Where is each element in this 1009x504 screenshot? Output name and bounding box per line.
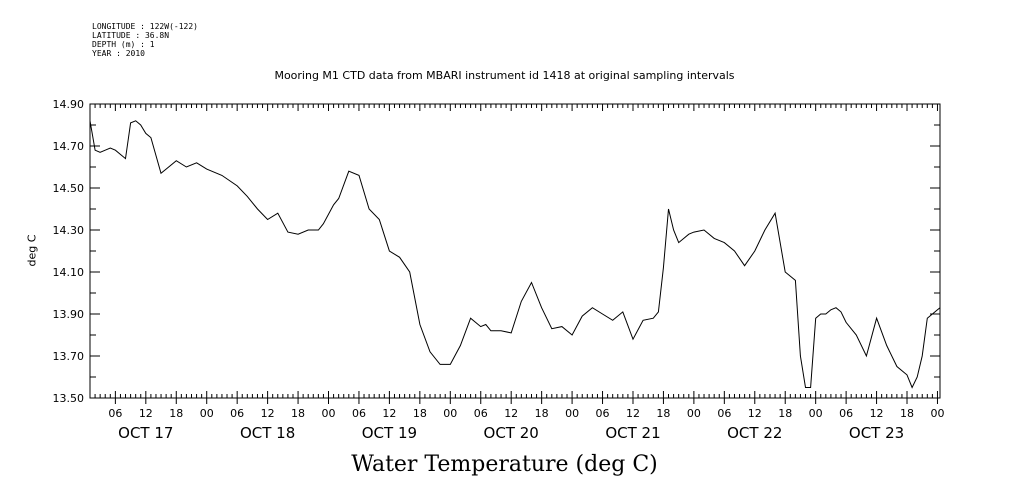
x-hour-label: 00 (930, 407, 944, 420)
y-tick-label: 14.50 (53, 182, 85, 195)
x-hour-label: 12 (748, 407, 762, 420)
x-hour-label: 06 (230, 407, 244, 420)
x-hour-label: 06 (108, 407, 122, 420)
x-axis-caption: Water Temperature (deg C) (351, 452, 658, 477)
x-hour-label: 12 (139, 407, 153, 420)
x-day-label: OCT 19 (362, 424, 417, 442)
x-hour-label: 00 (687, 407, 701, 420)
x-hour-label: 12 (382, 407, 396, 420)
meta-latitude: LATITUDE : 36.8N (92, 31, 170, 40)
meta-longitude: LONGITUDE : 122W(-122) (92, 22, 198, 31)
x-hour-label: 00 (443, 407, 457, 420)
x-hour-label: 00 (565, 407, 579, 420)
x-day-label: OCT 22 (727, 424, 782, 442)
x-axis: 06 12 18 00 06 12 18 00 06 12 18 00 06 12 18 00 06 12 18 00… (89, 104, 944, 442)
x-hour-label: 12 (870, 407, 884, 420)
x-hour-label: 12 (261, 407, 275, 420)
x-hour-label: 18 (535, 407, 549, 420)
chart-title: Mooring M1 CTD data from MBARI instrumen… (274, 69, 735, 82)
y-tick-label: 13.90 (53, 308, 85, 321)
y-tick-label: 14.90 (53, 98, 85, 111)
x-hour-label: 00 (200, 407, 214, 420)
meta-depth: DEPTH (m) : 1 (92, 40, 155, 49)
y-tick-label: 14.10 (53, 266, 85, 279)
x-hour-label: 06 (717, 407, 731, 420)
x-hour-label: 12 (504, 407, 518, 420)
x-hour-label: 18 (413, 407, 427, 420)
x-day-label: OCT 23 (849, 424, 904, 442)
x-hour-label: 18 (291, 407, 305, 420)
x-hour-label: 06 (839, 407, 853, 420)
x-hour-label: 06 (474, 407, 488, 420)
x-hour-label: 18 (900, 407, 914, 420)
y-tick-label: 14.30 (53, 224, 85, 237)
x-day-label: OCT 20 (484, 424, 539, 442)
x-hour-label: 18 (169, 407, 183, 420)
x-day-label: OCT 21 (605, 424, 660, 442)
x-hour-label: 06 (352, 407, 366, 420)
series-group (89, 120, 941, 389)
meta-year: YEAR : 2010 (92, 49, 145, 58)
x-hour-label: 18 (778, 407, 792, 420)
y-axis: 13.50 13.70 13.90 14.10 14.30 14.50 14.70 14.90 (53, 98, 940, 405)
temperature-series-line (89, 120, 941, 389)
x-day-label: OCT 17 (118, 424, 173, 442)
y-tick-label: 13.50 (53, 392, 85, 405)
x-hour-label: 00 (809, 407, 823, 420)
plot-frame (89, 103, 941, 399)
x-hour-label: 00 (322, 407, 336, 420)
y-tick-label: 13.70 (53, 350, 85, 363)
y-tick-label: 14.70 (53, 140, 85, 153)
x-hour-label: 12 (626, 407, 640, 420)
x-hour-label: 18 (656, 407, 670, 420)
x-hour-label: 06 (596, 407, 610, 420)
x-day-label: OCT 18 (240, 424, 295, 442)
